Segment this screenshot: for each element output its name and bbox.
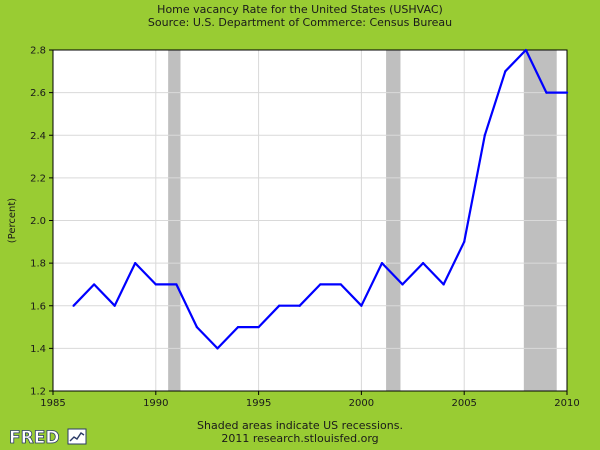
data-point <box>483 134 486 137</box>
x-tick-label: 2005 <box>451 398 476 409</box>
chart-subtitle: Source: U.S. Department of Commerce: Cen… <box>147 16 453 29</box>
data-point <box>175 283 178 286</box>
chart-heading: Home vacancy Rate for the United States … <box>0 3 600 29</box>
data-point <box>113 304 116 307</box>
y-tick-label: 1.2 <box>30 387 46 398</box>
data-point <box>216 347 219 350</box>
data-point <box>319 283 322 286</box>
y-axis-title: (Percent) <box>7 198 18 244</box>
data-point <box>545 91 548 94</box>
data-point <box>257 325 260 329</box>
data-point <box>236 325 240 329</box>
data-point <box>360 304 363 307</box>
series <box>72 48 569 350</box>
axis-ticks: 1.2 1.4 1.6 1.8 2.0 2.2 2.4 2.6 2.8 1985 1990 1995 2… <box>30 46 580 410</box>
grid <box>53 50 567 391</box>
y-tick-label: 2.6 <box>30 88 46 99</box>
data-point <box>401 283 404 286</box>
data-point <box>278 304 281 307</box>
svg-text:FRED: FRED <box>9 428 59 446</box>
data-point <box>154 283 157 286</box>
fred-logo[interactable]: FRED <box>8 426 90 446</box>
x-tick-label: 2010 <box>554 398 579 409</box>
data-point <box>134 262 137 265</box>
y-tick-label: 2.2 <box>30 173 46 184</box>
data-point <box>195 325 199 329</box>
y-tick-label: 1.4 <box>30 344 46 355</box>
data-point <box>298 304 301 307</box>
x-tick-label: 1990 <box>143 398 168 409</box>
data-point <box>421 262 425 265</box>
data-point <box>93 283 96 286</box>
data-point <box>442 283 445 286</box>
data-point <box>380 262 384 265</box>
y-tick-label: 2.4 <box>30 131 46 142</box>
data-point <box>339 283 342 286</box>
x-tick-label: 1995 <box>246 398 271 409</box>
recession-note: Shaded areas indicate US recessions. <box>197 419 403 432</box>
x-tick-label: 1985 <box>40 398 65 409</box>
data-point <box>524 48 527 52</box>
y-tick-label: 1.6 <box>30 301 46 312</box>
copyright-url: 2011 research.stlouisfed.org <box>221 432 379 445</box>
chart-trend-icon <box>67 428 87 445</box>
y-tick-label: 2.0 <box>30 216 46 227</box>
y-tick-label: 1.8 <box>30 259 46 270</box>
x-tick-label: 2000 <box>349 398 374 409</box>
data-point <box>463 240 466 243</box>
data-point <box>72 304 75 307</box>
data-point <box>504 70 507 73</box>
data-point <box>565 91 569 94</box>
chart-footer: Shaded areas indicate US recessions. 201… <box>0 419 600 445</box>
y-tick-label: 2.8 <box>30 46 46 57</box>
chart-title: Home vacancy Rate for the United States … <box>157 3 443 16</box>
